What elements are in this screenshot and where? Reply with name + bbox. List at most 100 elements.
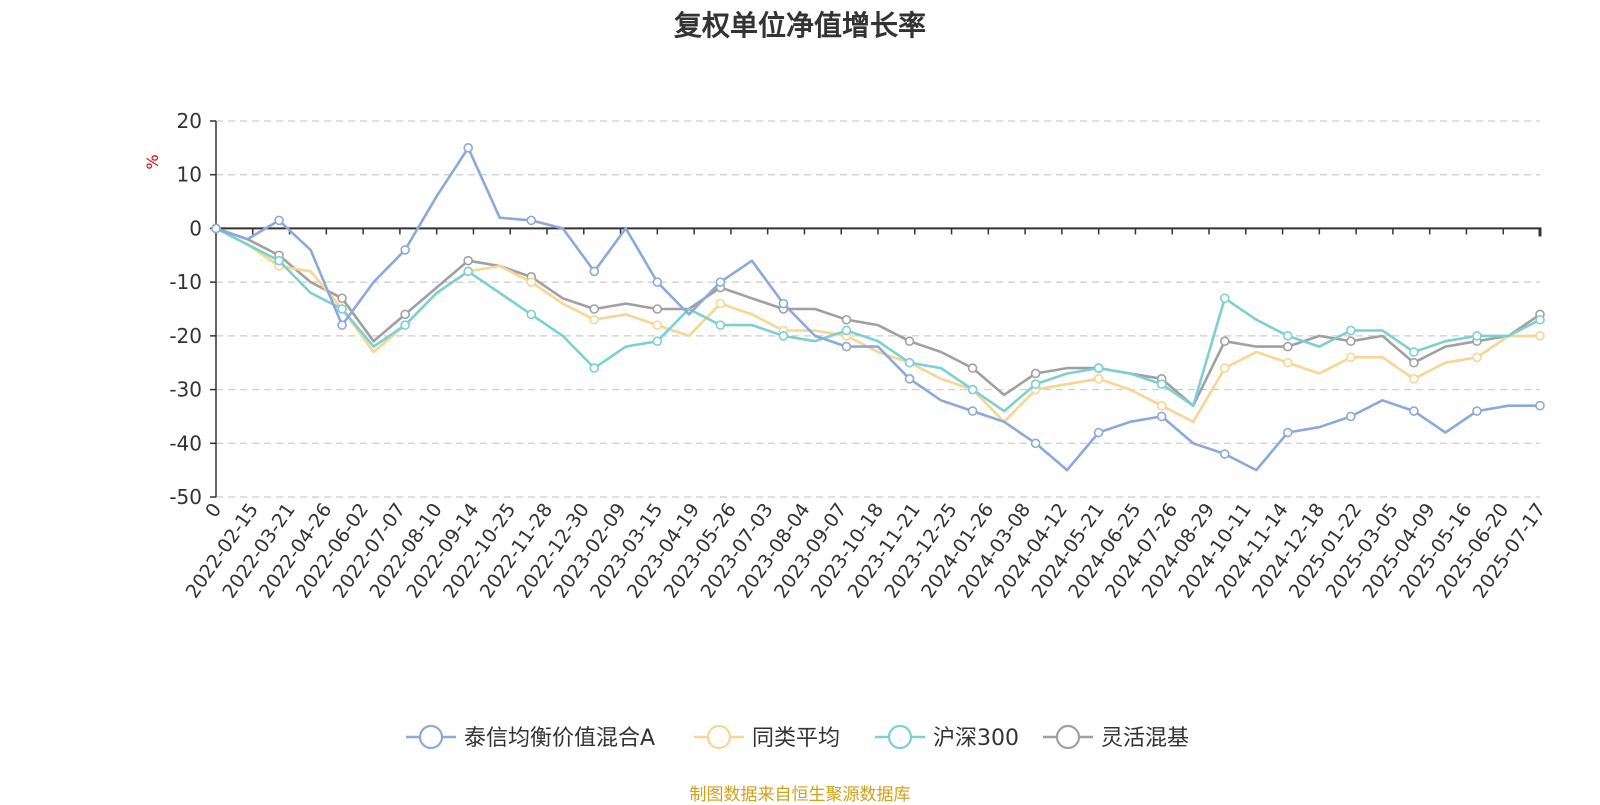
data-point (1093, 427, 1104, 438)
data-point (1346, 336, 1356, 347)
data-point (337, 293, 347, 304)
data-point (1409, 374, 1419, 384)
x-tick-labels: 02022-02-152022-03-212022-04-262022-06-0… (182, 499, 1551, 602)
series-line-0 (215, 146, 1540, 472)
y-axis-unit: % (143, 154, 162, 169)
data-point (526, 309, 537, 320)
y-tick-label: 0 (189, 216, 202, 240)
data-point (652, 304, 663, 314)
data-point (526, 277, 537, 287)
data-point (652, 320, 663, 330)
data-point (778, 331, 789, 341)
y-tick-label: -40 (169, 431, 202, 455)
data-point (1156, 379, 1167, 390)
data-point (1346, 352, 1356, 363)
data-source-note: 制图数据来自恒生聚源数据库 (689, 785, 911, 805)
legend-marker (1055, 724, 1081, 750)
legend-marker (418, 724, 444, 750)
data-point (1030, 368, 1041, 379)
y-tick-label: -30 (169, 378, 202, 402)
data-point (715, 298, 726, 309)
data-point (1535, 331, 1545, 341)
legend-label: 同类平均 (752, 726, 840, 751)
legend[interactable]: 泰信均衡价值混合A 同类平均 沪深300 灵活混基 (406, 724, 1189, 751)
data-point (1283, 357, 1293, 368)
data-point (1409, 406, 1419, 416)
data-point (841, 314, 852, 325)
legend-item-1[interactable]: 同类平均 (694, 724, 840, 751)
series-line-2 (215, 227, 1541, 413)
data-point (1472, 331, 1482, 341)
data-point (1409, 357, 1419, 368)
data-point (1219, 293, 1230, 304)
data-point (589, 304, 600, 314)
data-point (652, 336, 663, 347)
axes: 20 10 0 -10 -20 -30 -40 -50% (143, 109, 1542, 509)
data-point (904, 336, 915, 347)
data-point (1093, 363, 1104, 373)
legend-marker (706, 724, 732, 750)
data-point (1283, 341, 1293, 352)
data-point (1156, 411, 1167, 422)
data-point (337, 320, 347, 330)
data-point (841, 325, 852, 336)
data-point (589, 363, 600, 373)
y-tick-label: -50 (169, 485, 202, 509)
data-point (463, 255, 473, 266)
data-point (589, 266, 600, 277)
legend-label: 沪深300 (933, 726, 1019, 751)
legend-item-2[interactable]: 沪深300 (875, 724, 1019, 751)
data-point (274, 215, 284, 226)
data-point (589, 314, 600, 325)
data-point (1346, 325, 1356, 336)
legend-item-3[interactable]: 灵活混基 (1043, 724, 1189, 751)
data-point (1030, 438, 1041, 449)
data-point (463, 143, 473, 153)
data-point (1219, 449, 1230, 459)
grid-lines (216, 120, 1540, 498)
y-tick-label: -20 (169, 324, 202, 348)
data-point (715, 277, 726, 287)
data-point (778, 298, 789, 309)
data-point (841, 341, 852, 352)
data-point (400, 320, 410, 330)
data-point (1219, 336, 1230, 347)
legend-item-0[interactable]: 泰信均衡价值混合A (406, 724, 655, 751)
data-point (1346, 411, 1356, 422)
legend-label: 泰信均衡价值混合A (464, 726, 655, 751)
data-point (400, 245, 410, 255)
y-tick-label: -10 (169, 270, 202, 294)
data-point (967, 384, 978, 395)
data-point (1535, 400, 1545, 411)
data-point (1219, 363, 1230, 373)
data-point (526, 215, 537, 226)
legend-marker (887, 724, 913, 750)
data-point (904, 357, 915, 368)
data-point (1472, 406, 1482, 416)
data-point (337, 304, 347, 314)
data-point (1409, 347, 1419, 357)
y-tick-label: 20 (177, 109, 202, 133)
data-point (1093, 374, 1104, 384)
data-point (967, 363, 978, 373)
legend-label: 灵活混基 (1101, 726, 1189, 751)
data-point (904, 374, 915, 384)
data-point (652, 277, 663, 287)
data-point (1283, 427, 1293, 438)
data-point (463, 266, 473, 277)
data-point (211, 223, 221, 234)
data-point (1156, 400, 1167, 411)
data-point (1535, 314, 1545, 325)
data-point (1030, 379, 1041, 390)
chart-title: 复权单位净值增长率 (673, 9, 926, 42)
series-lines (211, 143, 1545, 472)
y-tick-label: 10 (177, 163, 202, 187)
data-point (715, 320, 726, 330)
series-line-3 (215, 227, 1541, 407)
x-tick-label: 0 (201, 499, 226, 522)
data-point (274, 255, 284, 266)
data-point (400, 309, 410, 320)
data-point (1472, 352, 1482, 363)
data-point (1283, 331, 1293, 341)
